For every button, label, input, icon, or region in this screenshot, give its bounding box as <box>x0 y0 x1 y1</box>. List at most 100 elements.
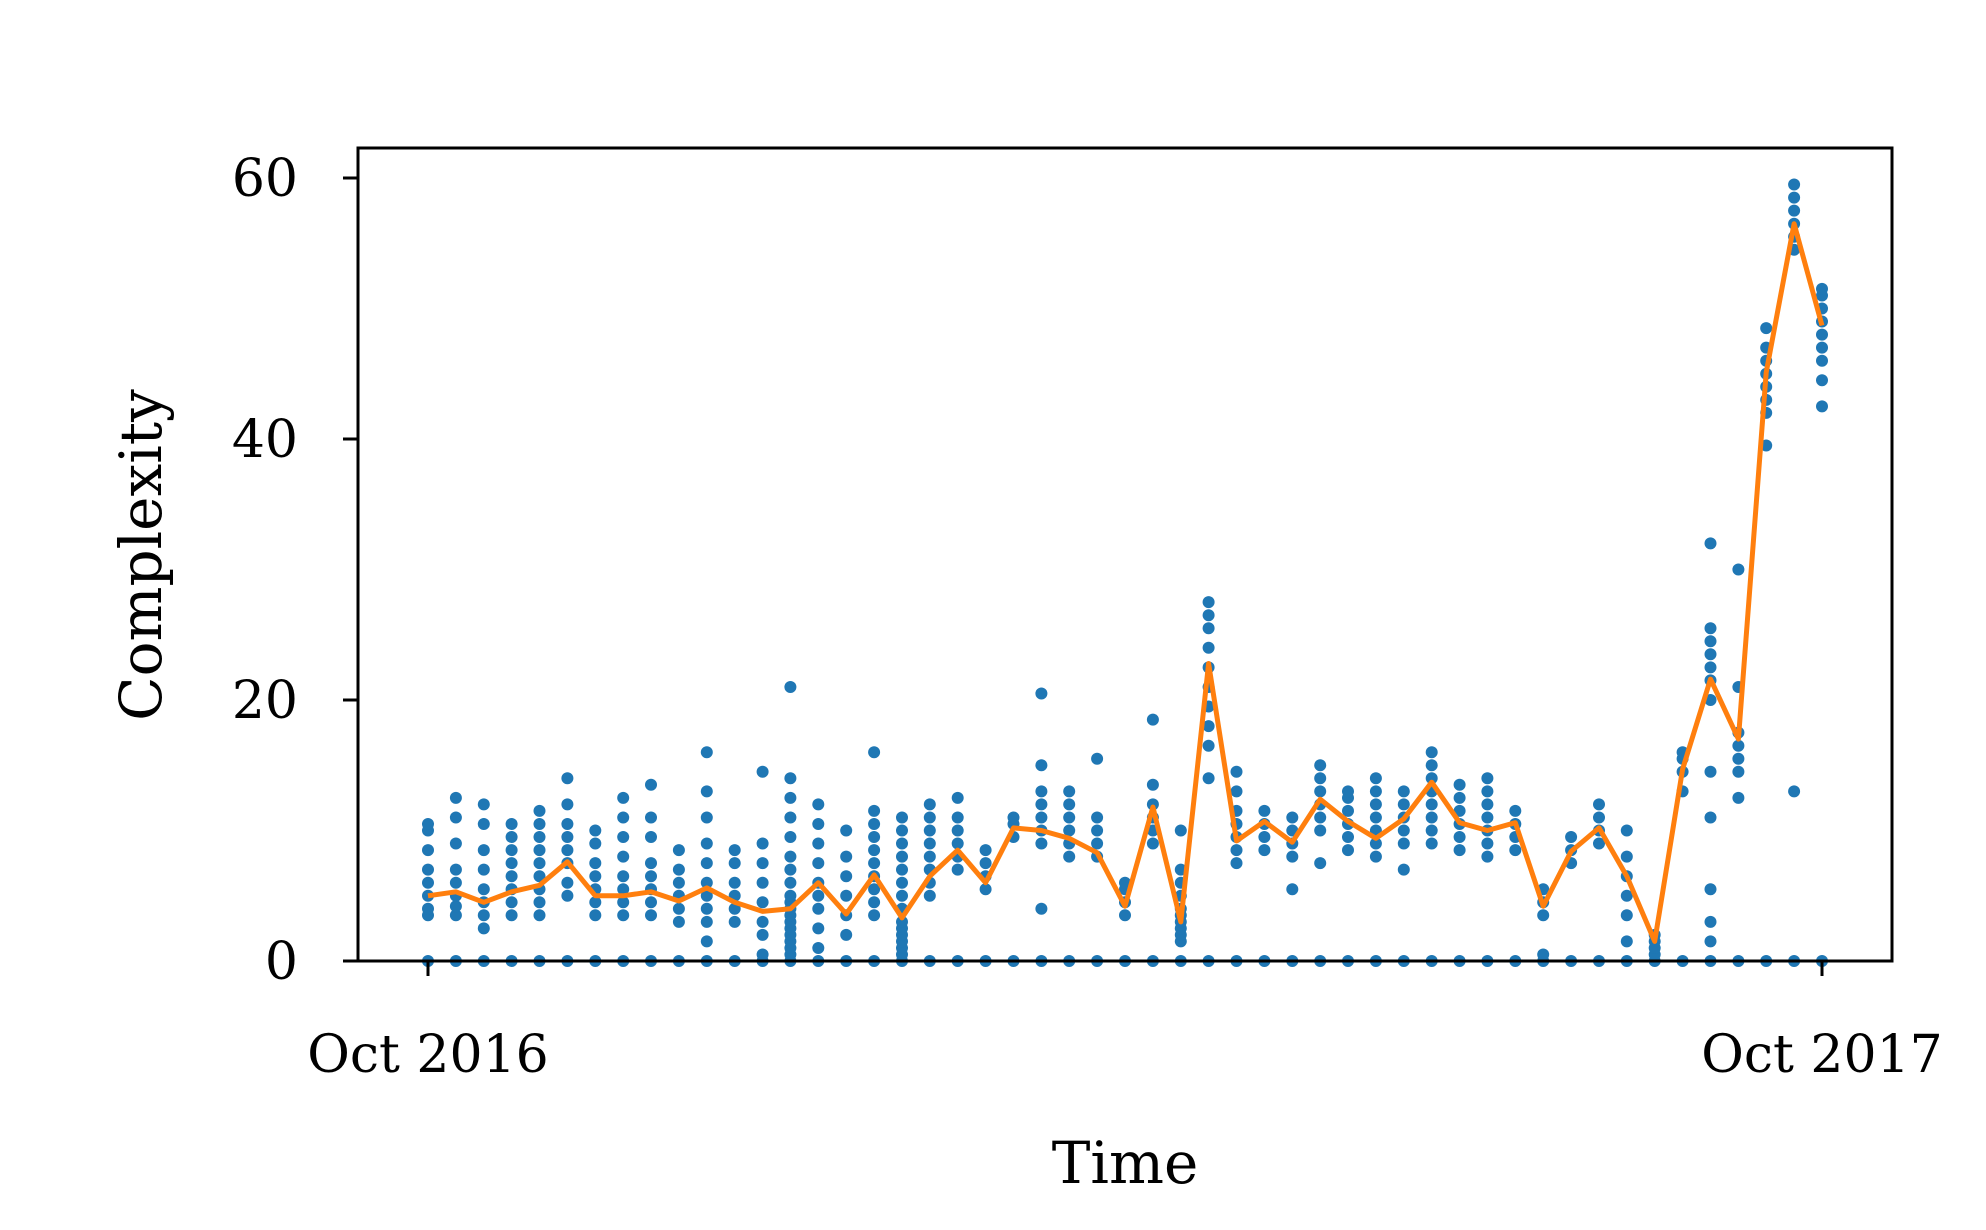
scatter-point <box>1425 759 1438 772</box>
scatter-point <box>1314 759 1327 772</box>
scatter-point <box>1816 282 1828 295</box>
scatter-point <box>923 798 936 811</box>
scatter-point <box>1704 765 1717 778</box>
scatter-point <box>561 844 574 857</box>
scatter-point <box>1063 798 1076 811</box>
scatter-point <box>1314 785 1327 798</box>
scatter-point <box>477 844 490 857</box>
scatter-point <box>1620 909 1633 922</box>
x-axis: Oct 2016 Oct 2017 <box>307 961 1943 1085</box>
scatter-point <box>1732 739 1745 752</box>
scatter-point <box>1425 798 1438 811</box>
scatter-point <box>477 818 490 830</box>
scatter-point <box>505 831 518 843</box>
scatter-point <box>422 863 434 876</box>
scatter-point <box>756 896 769 909</box>
scatter-point <box>1593 811 1605 824</box>
scatter-point <box>1537 909 1550 922</box>
scatter-point <box>1258 804 1271 817</box>
scatter-point <box>1704 622 1717 635</box>
scatter-point <box>533 870 546 883</box>
scatter-point <box>812 798 825 811</box>
scatter-point <box>896 889 908 902</box>
scatter-point <box>672 876 685 889</box>
scatter-point <box>1481 811 1494 824</box>
scatter-point <box>645 896 657 909</box>
scatter-point <box>1035 687 1048 700</box>
scatter-point <box>477 883 490 896</box>
scatter-point <box>1481 850 1494 863</box>
scatter-point <box>1035 785 1048 798</box>
scatter-point <box>1397 785 1410 798</box>
y-axis: 0 20 40 60 <box>232 149 358 992</box>
scatter-point <box>1453 831 1466 843</box>
scatter-point <box>923 850 936 863</box>
scatter-point <box>645 778 657 791</box>
scatter-point <box>756 876 769 889</box>
scatter-point <box>477 909 490 922</box>
scatter-point <box>1230 785 1243 798</box>
scatter-point <box>645 811 657 824</box>
x-tick-label: Oct 2016 <box>307 1025 549 1085</box>
scatter-point <box>812 922 825 935</box>
scatter-point <box>1816 354 1828 367</box>
scatter-point <box>728 844 741 857</box>
scatter-point <box>1230 857 1243 870</box>
scatter-point <box>1481 837 1494 850</box>
scatter-point <box>1369 785 1382 798</box>
scatter-point <box>1035 902 1048 915</box>
scatter-point <box>533 844 546 857</box>
scatter-point <box>756 765 769 778</box>
scatter-point <box>645 857 657 870</box>
scatter-point <box>951 837 964 850</box>
scatter-point <box>1369 850 1382 863</box>
scatter-point <box>1481 772 1494 785</box>
scatter-point <box>812 902 825 915</box>
scatter-point <box>617 791 630 804</box>
scatter-point <box>700 857 713 870</box>
scatter-point <box>1788 785 1801 798</box>
scatter-point <box>1119 909 1131 922</box>
scatter-point <box>784 863 797 876</box>
scatter-point <box>1620 824 1633 837</box>
scatter-point <box>561 798 574 811</box>
scatter-point <box>645 870 657 883</box>
scatter-point <box>812 857 825 870</box>
scatter-point <box>617 831 630 843</box>
scatter-point <box>700 876 713 889</box>
scatter-point <box>505 870 518 883</box>
scatter-point <box>449 837 462 850</box>
scatter-point <box>1704 648 1717 661</box>
scatter-point <box>700 915 713 928</box>
scatter-point <box>1369 811 1382 824</box>
scatter-point <box>700 746 713 759</box>
scatter-point <box>1146 713 1159 726</box>
scatter-point <box>1788 204 1801 217</box>
scatter-point <box>923 811 936 824</box>
scatter-point <box>979 844 992 857</box>
scatter-point <box>505 857 518 870</box>
scatter-point <box>1509 804 1522 817</box>
scatter-point <box>728 857 741 870</box>
scatter-point <box>868 844 881 857</box>
scatter-point <box>1537 948 1550 961</box>
scatter-point <box>756 928 769 941</box>
scatter-point <box>1369 772 1382 785</box>
scatter-point <box>422 818 434 830</box>
scatter-point <box>1425 746 1438 759</box>
scatter-point <box>589 857 602 870</box>
scatter-point <box>923 837 936 850</box>
scatter-point <box>700 935 713 948</box>
scatter-point <box>868 857 881 870</box>
scatter-point <box>1314 772 1327 785</box>
scatter-point <box>1481 798 1494 811</box>
scatter-point <box>617 850 630 863</box>
scatter-point <box>449 876 462 889</box>
scatter-point <box>672 915 685 928</box>
scatter-point <box>1704 935 1717 948</box>
scatter-point <box>505 909 518 922</box>
scatter-point <box>1732 563 1745 576</box>
scatter-point <box>1425 811 1438 824</box>
scatter-point <box>589 909 602 922</box>
